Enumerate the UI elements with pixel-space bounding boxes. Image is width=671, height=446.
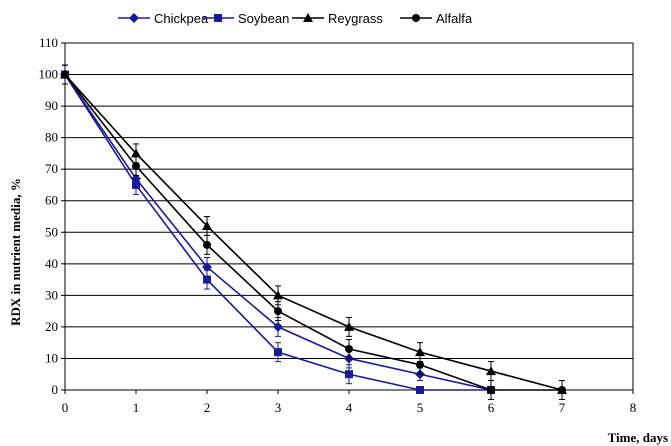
y-tick-label: 0 <box>52 382 59 397</box>
data-point <box>558 386 566 394</box>
series-alfalfa <box>61 64 566 400</box>
y-tick-label: 50 <box>45 224 58 239</box>
legend-marker <box>214 14 222 22</box>
data-point <box>344 321 354 331</box>
data-point <box>61 70 69 79</box>
y-tick-label: 90 <box>45 98 58 113</box>
legend-marker <box>412 14 420 22</box>
data-point <box>202 220 212 230</box>
y-axis-title: RDX in nutrient media, % <box>8 178 23 326</box>
data-point <box>132 180 140 189</box>
data-point <box>273 321 283 332</box>
data-point <box>203 275 211 284</box>
legend-item-soybean: Soybean <box>202 11 289 26</box>
legend-label: Chickpea <box>154 11 209 26</box>
series-line <box>64 74 563 391</box>
data-point <box>345 344 353 353</box>
data-point <box>486 366 496 376</box>
data-point <box>203 240 211 249</box>
plot-area <box>65 43 633 390</box>
data-point <box>274 348 282 357</box>
x-axis-title: Time, days <box>608 430 668 445</box>
legend: Chickpea Soybean Reygrass Alfalfa <box>118 11 473 26</box>
y-tick-label: 10 <box>45 350 58 365</box>
series-layer <box>60 64 567 400</box>
gridlines <box>61 42 634 394</box>
legend-marker <box>303 13 313 22</box>
data-point <box>345 370 353 379</box>
x-tick-label: 5 <box>417 400 424 415</box>
x-tick-label: 2 <box>204 400 211 415</box>
legend-item-reygrass: Reygrass <box>292 11 383 26</box>
x-tick-label: 1 <box>133 400 140 415</box>
data-point <box>202 261 212 272</box>
legend-label: Soybean <box>238 11 289 26</box>
data-point <box>487 386 495 394</box>
data-point <box>416 360 424 369</box>
y-tick-label: 20 <box>45 319 58 334</box>
x-tick-label: 7 <box>559 400 566 415</box>
y-tick-label: 30 <box>45 287 58 302</box>
legend-item-chickpea: Chickpea <box>118 11 209 26</box>
y-tick-label: 40 <box>45 256 58 271</box>
x-tick-label: 4 <box>346 400 353 415</box>
data-point <box>415 347 425 357</box>
legend-label: Reygrass <box>328 11 383 26</box>
y-tick-label: 60 <box>45 193 58 208</box>
x-tick-label: 8 <box>630 400 637 415</box>
legend-item-alfalfa: Alfalfa <box>400 11 473 26</box>
legend-marker <box>129 13 139 23</box>
y-tick-labels: 0 10 20 30 40 50 60 70 80 90 100 110 <box>39 35 59 397</box>
data-point <box>416 386 424 394</box>
x-tick-label: 0 <box>62 400 69 415</box>
data-point <box>131 148 141 158</box>
y-tick-label: 100 <box>39 67 59 82</box>
legend-label: Alfalfa <box>436 11 473 26</box>
x-tick-labels: 0 1 2 3 4 5 6 7 8 <box>62 400 637 415</box>
y-tick-label: 70 <box>45 161 58 176</box>
y-tick-label: 80 <box>45 130 58 145</box>
series-line <box>64 74 562 391</box>
x-tick-label: 3 <box>275 400 282 415</box>
x-tick-label: 6 <box>488 400 495 415</box>
data-point <box>273 290 283 300</box>
data-point <box>274 307 282 316</box>
y-tick-label: 110 <box>39 35 58 50</box>
data-point <box>132 162 140 171</box>
